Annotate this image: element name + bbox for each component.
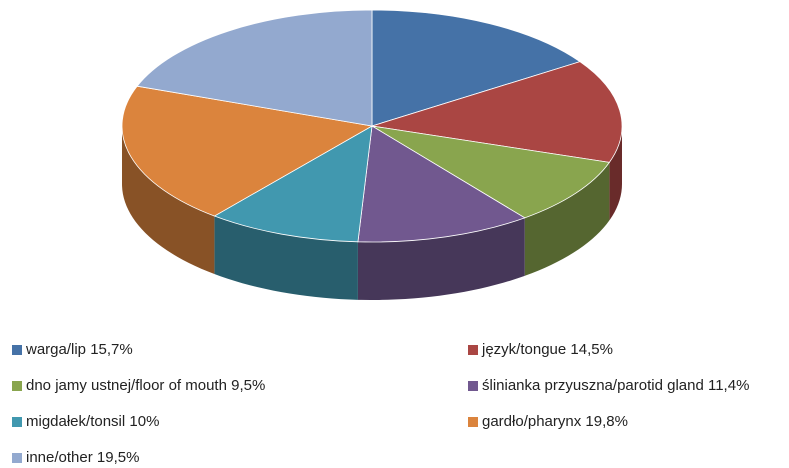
legend-swatch (468, 345, 478, 355)
legend-value: 11,4% (708, 377, 749, 394)
legend-value: 10% (129, 413, 159, 430)
slice-side (357, 217, 525, 300)
legend-swatch (468, 381, 478, 391)
legend-name: inne/other (26, 449, 93, 466)
legend-value: 9,5% (231, 377, 265, 394)
slice-side (214, 216, 358, 300)
legend-swatch (468, 417, 478, 427)
slice-side (609, 126, 622, 221)
slice (371, 9, 581, 127)
slice (357, 125, 526, 243)
legend-name: język/tongue (481, 341, 566, 358)
legend-name: migdałek/tonsil (26, 413, 125, 430)
slice-side (122, 126, 215, 275)
legend-label: dno jamy ustnej/floor of mouth 9,5% (26, 377, 265, 394)
legend-name: ślinianka przyuszna/parotid gland (482, 377, 704, 394)
legend-value: 14,5% (570, 341, 613, 358)
slice (136, 9, 373, 127)
legend-label: warga/lip 15,7% (25, 341, 133, 358)
slice-side (524, 162, 610, 276)
legend-name: warga/lip (25, 341, 86, 358)
legend-label: ślinianka przyuszna/parotid gland 11,4% (482, 377, 749, 394)
legend-label: inne/other 19,5% (26, 449, 139, 466)
legend-swatch (12, 381, 22, 391)
slice (121, 85, 374, 217)
legend-swatch (12, 417, 22, 427)
slice (371, 125, 611, 219)
slice (371, 61, 623, 163)
legend-label: gardło/pharynx 19,8% (482, 413, 628, 430)
legend-swatch (12, 453, 22, 463)
legend-value: 19,8% (585, 413, 628, 430)
legend-swatch (12, 345, 22, 355)
legend-label: migdałek/tonsil 10% (26, 413, 159, 430)
legend-value: 19,5% (97, 449, 140, 466)
slice (213, 125, 373, 243)
legend-name: dno jamy ustnej/floor of mouth (26, 377, 227, 394)
legend-value: 15,7% (90, 341, 133, 358)
legend-name: gardło/pharynx (482, 413, 582, 430)
legend-label: język/tongue 14,5% (481, 341, 613, 358)
